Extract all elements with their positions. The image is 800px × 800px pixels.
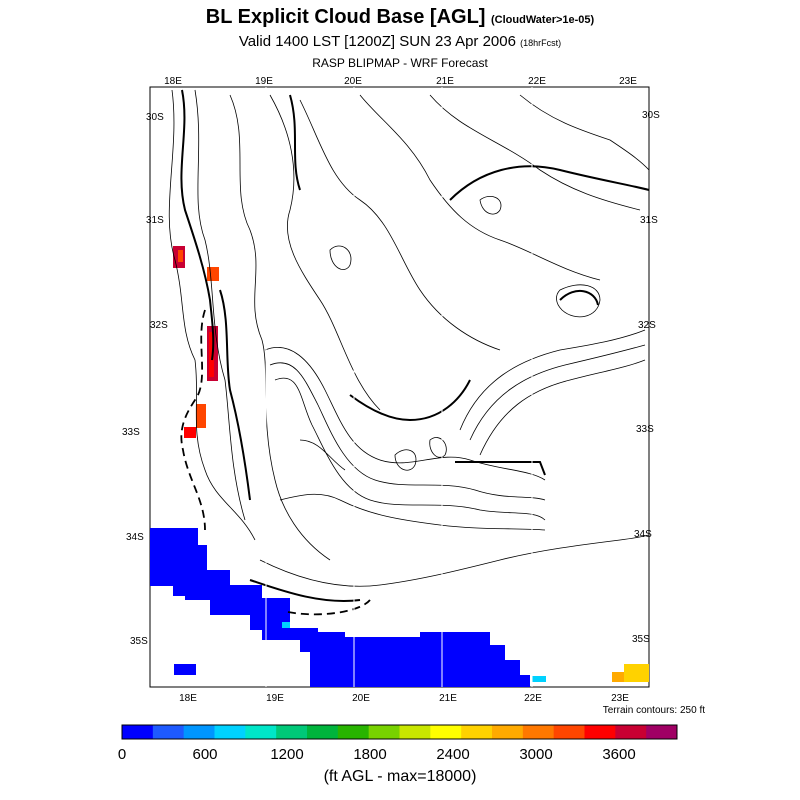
- colorbar-units: (ft AGL - max=18000): [323, 768, 477, 785]
- colorbar-swatch: [276, 725, 308, 739]
- colorbar-swatch: [399, 725, 431, 739]
- colorbar-swatch: [615, 725, 647, 739]
- title-text: BL Explicit Cloud Base [AGL]: [205, 6, 486, 28]
- lon-label: 21E: [439, 693, 457, 704]
- colorbar-swatch: [337, 725, 370, 739]
- lat-labels-right: 30S 31S 32S 33S 34S 35S: [632, 110, 660, 645]
- lon-label: 19E: [266, 693, 284, 704]
- lon-label: 22E: [524, 693, 542, 704]
- lat-label: 35S: [632, 634, 650, 645]
- lon-label: 20E: [344, 76, 362, 87]
- colorbar-swatch: [214, 725, 246, 739]
- colorbar-border: [121, 724, 678, 740]
- lat-label: 30S: [146, 112, 164, 123]
- lon-label: 18E: [179, 693, 197, 704]
- lon-label: 21E: [436, 76, 454, 87]
- colorbar-swatch: [553, 725, 585, 739]
- colorbar-label: 1200: [270, 746, 303, 763]
- cloud-field-low: [150, 528, 530, 687]
- title-note: (CloudWater>1e-05): [491, 14, 595, 26]
- colorbar-label: 600: [192, 746, 217, 763]
- lat-label: 34S: [126, 532, 144, 543]
- cloud-field-edges: [282, 622, 546, 682]
- lat-label: 32S: [638, 320, 656, 331]
- lon-label: 23E: [611, 693, 629, 704]
- lon-label: 23E: [619, 76, 637, 87]
- colorbar-swatch: [646, 725, 678, 739]
- lat-labels-left: 30S 31S 32S 33S 34S 35S: [122, 112, 168, 647]
- dashed-coast: [180, 309, 206, 531]
- colorbar-swatch: [245, 725, 277, 739]
- lon-label: 19E: [255, 76, 273, 87]
- lat-label: 33S: [636, 424, 654, 435]
- coastline: [180, 89, 650, 602]
- colorbar-swatch: [122, 725, 154, 739]
- colorbar: [121, 724, 678, 740]
- lat-label: 31S: [146, 215, 164, 226]
- chart-title: BL Explicit Cloud Base [AGL] (CloudWater…: [0, 6, 800, 29]
- lat-label: 30S: [642, 110, 660, 121]
- colorbar-label: 3000: [519, 746, 552, 763]
- colorbar-swatch: [183, 725, 215, 739]
- dashed-coast-south: [287, 599, 371, 616]
- lat-label: 31S: [640, 215, 658, 226]
- colorbar-swatch: [584, 725, 616, 739]
- source-label: RASP BLIPMAP - WRF Forecast: [312, 56, 488, 70]
- lat-label: 35S: [130, 636, 148, 647]
- colorbar-swatch: [430, 725, 462, 739]
- lon-label: 22E: [528, 76, 546, 87]
- colorbar-label: 3600: [602, 746, 635, 763]
- colorbar-tick-labels: 0 600 1200 1800 2400 3000 3600: [118, 746, 636, 763]
- lat-label: 32S: [150, 320, 168, 331]
- colorbar-swatch: [307, 725, 339, 739]
- forecast-note: (18hrFcst): [520, 38, 562, 48]
- valid-text: Valid 1400 LST [1200Z] SUN 23 Apr 2006: [238, 33, 516, 50]
- lat-label: 33S: [122, 427, 140, 438]
- colorbar-label: 0: [118, 746, 126, 763]
- lon-labels-top: 18E 19E 20E 21E 22E 23E: [164, 76, 637, 87]
- lon-label: 20E: [352, 693, 370, 704]
- lon-labels-bottom: 18E 19E 20E 21E 22E 23E: [179, 693, 629, 704]
- colorbar-swatch: [368, 725, 400, 739]
- colorbar-label: 2400: [436, 746, 469, 763]
- lon-gridlines: [265, 87, 533, 687]
- colorbar-swatch: [152, 725, 185, 739]
- colorbar-swatch: [522, 725, 555, 739]
- lon-label: 18E: [164, 76, 182, 87]
- lat-label: 34S: [634, 529, 652, 540]
- colorbar-label: 1800: [353, 746, 386, 763]
- colorbar-swatch: [461, 725, 493, 739]
- terrain-note: Terrain contours: 250 ft: [602, 705, 705, 716]
- colorbar-swatch: [492, 725, 524, 739]
- terrain-contours: [168, 89, 650, 587]
- valid-time: Valid 1400 LST [1200Z] SUN 23 Apr 2006 (…: [0, 33, 800, 50]
